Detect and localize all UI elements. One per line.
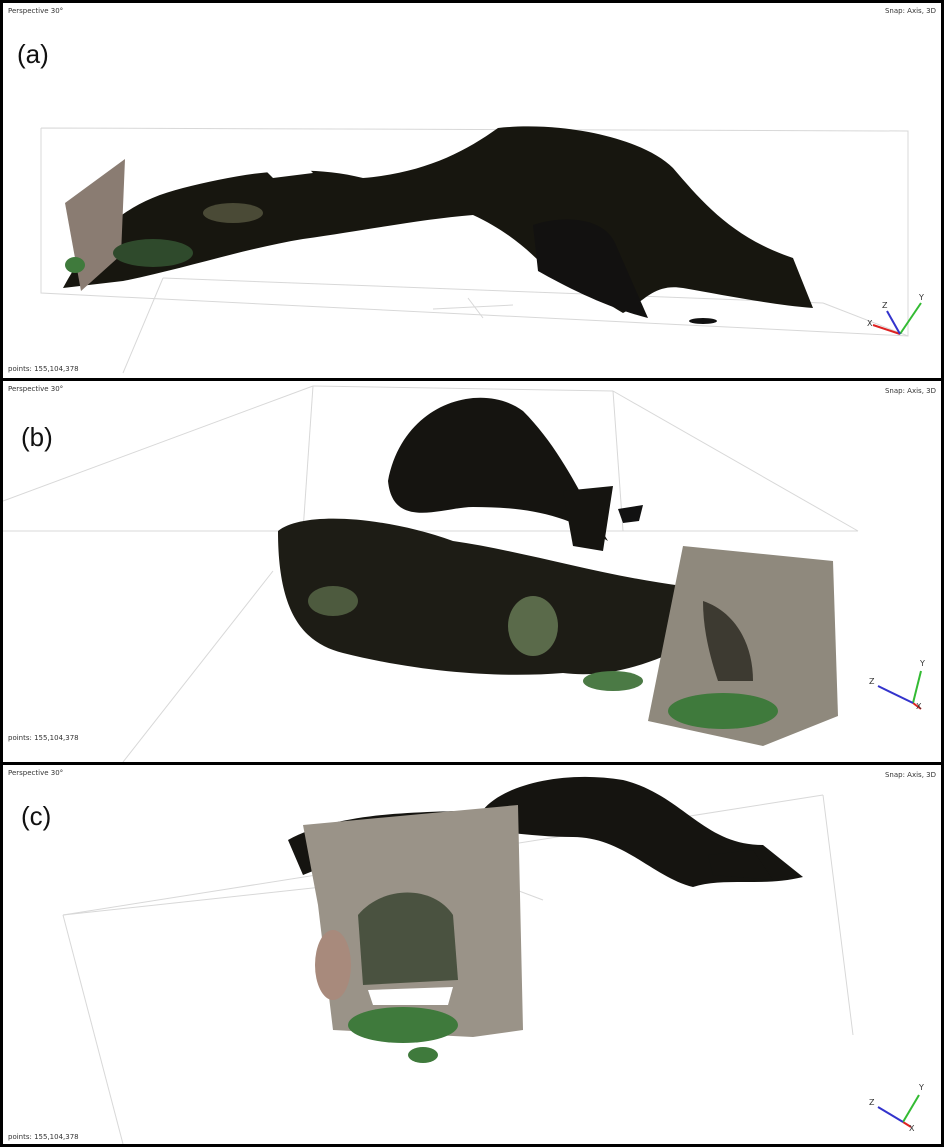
panel-label: (c) xyxy=(21,801,51,831)
view-mode: Perspective 30° xyxy=(8,7,63,15)
axis-label: X xyxy=(916,702,922,711)
viewport-canvas: X Y Z Perspective 30° Snap: Axis, 3D poi… xyxy=(3,765,941,1144)
point-count: points: 155,104,378 xyxy=(8,1133,79,1141)
snap-mode: Snap: Axis, 3D xyxy=(885,7,936,15)
snap-mode: Snap: Axis, 3D xyxy=(885,771,936,779)
viewport: X Y Z Perspective 30° Snap: Axis, 3D poi… xyxy=(3,765,941,1144)
viewport: X Y Z Perspective 30° Snap: Axis, 3D poi… xyxy=(3,3,941,378)
axis-label: Y xyxy=(918,293,924,302)
axis-label: X xyxy=(909,1124,915,1133)
axis-gizmo: X Y Z xyxy=(867,293,924,334)
axis-label: X xyxy=(867,319,873,328)
point-cloud xyxy=(278,398,838,746)
axis-label: Z xyxy=(869,677,875,686)
axis-label: Z xyxy=(869,1098,875,1107)
viewport-canvas: X Y Z Perspective 30° Snap: Axis, 3D poi… xyxy=(3,381,941,762)
panel-label: (b) xyxy=(21,422,53,452)
axis-label: Y xyxy=(918,1083,924,1092)
axis-gizmo: X Y Z xyxy=(869,1083,924,1133)
panel-label: (a) xyxy=(17,39,49,69)
viewport: X Y Z Perspective 30° Snap: Axis, 3D poi… xyxy=(3,381,941,762)
view-mode: Perspective 30° xyxy=(8,769,63,777)
figure: X Y Z Perspective 30° Snap: Axis, 3D poi… xyxy=(0,0,944,1147)
axis-label: Z xyxy=(882,301,888,310)
point-count: points: 155,104,378 xyxy=(8,365,79,373)
view-mode: Perspective 30° xyxy=(8,385,63,393)
point-count: points: 155,104,378 xyxy=(8,734,79,742)
axis-gizmo: X Y Z xyxy=(869,659,925,711)
viewport-canvas: X Y Z Perspective 30° Snap: Axis, 3D poi… xyxy=(3,3,941,378)
axis-label: Y xyxy=(919,659,925,668)
point-cloud xyxy=(63,126,813,324)
snap-mode: Snap: Axis, 3D xyxy=(885,387,936,395)
point-cloud xyxy=(288,777,803,1063)
